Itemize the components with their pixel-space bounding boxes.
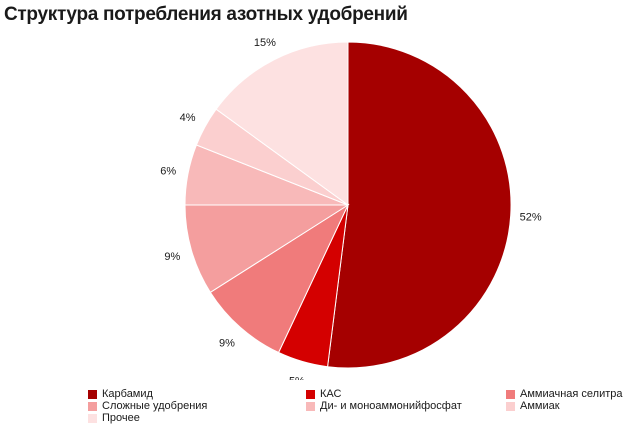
legend-label: Прочее — [102, 412, 140, 424]
legend-swatch — [88, 389, 97, 399]
legend-swatch — [306, 389, 315, 399]
pie-slice-3 — [184, 204, 350, 294]
legend-swatch — [506, 389, 515, 399]
legend-label: КАС — [320, 388, 342, 400]
legend-label: Ди- и моноаммонийфосфат — [320, 400, 462, 412]
slice-label-2: 9% — [219, 337, 235, 349]
legend-swatch — [506, 401, 515, 411]
slice-label-3: 9% — [164, 251, 180, 263]
slice-label-1: 5% — [289, 376, 305, 380]
legend-swatch — [88, 413, 97, 423]
slice-label-4: 6% — [160, 166, 176, 178]
legend-item-прочее: Прочее — [88, 412, 140, 424]
pie-slice-0 — [327, 41, 512, 369]
legend-item-карбамид: Карбамид — [88, 388, 153, 400]
slice-label-0: 52% — [520, 212, 542, 224]
legend-label: Карбамид — [102, 388, 153, 400]
legend-item-ди-и-моноаммонийфосфат: Ди- и моноаммонийфосфат — [306, 400, 462, 412]
legend-label: Сложные удобрения — [102, 400, 208, 412]
pie-chart: 52% 5% 9% 9% 6% 4% 15% — [160, 37, 542, 380]
legend-label: Аммиак — [520, 400, 560, 412]
pie-slice-6 — [215, 41, 349, 206]
chart-title: Структура потребления азотных удобрений — [4, 4, 408, 25]
slice-label-6: 15% — [254, 37, 276, 49]
legend-item-кас: КАС — [306, 388, 341, 400]
pie-slice-2 — [209, 203, 350, 354]
legend-item-аммиачная-селитра: Аммиачная селитра — [506, 388, 623, 400]
slice-label-5: 4% — [180, 112, 196, 124]
legend-item-сложные-удобрения: Сложные удобрения — [88, 400, 207, 412]
legend-label: Аммиачная селитра — [520, 388, 623, 400]
legend-swatch — [306, 401, 315, 411]
legend-item-аммиак: Аммиак — [506, 400, 560, 412]
legend-swatch — [88, 401, 97, 411]
